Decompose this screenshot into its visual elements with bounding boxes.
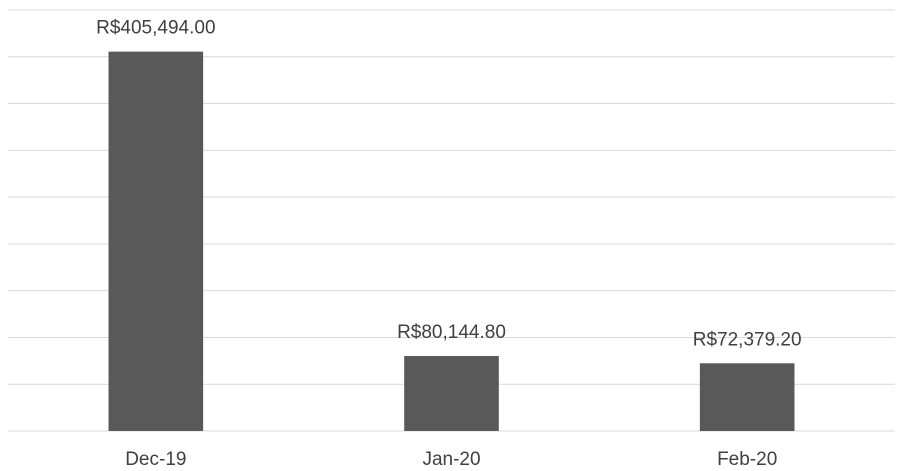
- x-tick-label: Dec-19: [125, 449, 186, 470]
- x-tick-label: Jan-20: [422, 449, 480, 470]
- x-tick-label: Feb-20: [717, 449, 777, 470]
- bar: [108, 51, 204, 431]
- bar: [699, 363, 795, 431]
- data-label: R$72,379.20: [693, 329, 802, 350]
- bar: [404, 356, 499, 431]
- data-label: R$80,144.80: [397, 322, 506, 343]
- data-label: R$405,494.00: [96, 18, 215, 39]
